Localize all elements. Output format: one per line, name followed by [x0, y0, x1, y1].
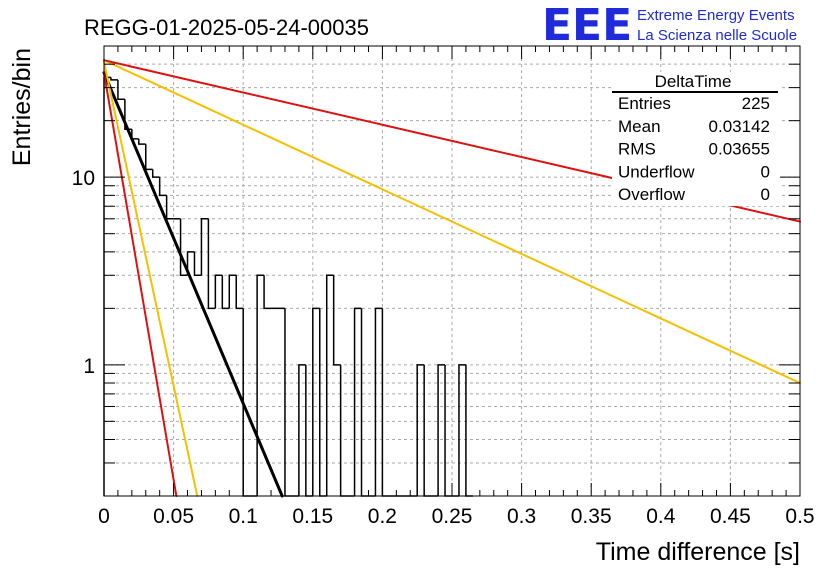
stats-value: 0 — [761, 185, 770, 204]
fit-line — [103, 59, 801, 385]
histogram-bin — [151, 169, 160, 178]
stats-title: DeltaTime — [655, 72, 732, 91]
histogram-bin — [214, 274, 223, 309]
x-tick-label: 0.3 — [507, 505, 536, 528]
x-tick-label: 0.5 — [785, 505, 814, 528]
logo-text: EEE — [542, 0, 632, 51]
x-axis-tick-labels: 0 0.05 0.1 0.15 0.2 0.25 0.3 0.35 0.4 0.45 0.5 — [98, 505, 814, 528]
stats-label: Overflow — [618, 185, 686, 204]
histogram-bin — [117, 79, 125, 101]
fit-line — [103, 61, 199, 497]
stats-box: DeltaTime Entries 225 Mean 0.03142 RMS 0.0365… — [612, 72, 780, 206]
histogram-bin — [200, 218, 209, 276]
stats-box-background — [612, 72, 780, 206]
stats-value: 0 — [761, 162, 770, 181]
y-axis-ticks — [104, 45, 800, 497]
stats-label: Entries — [618, 94, 671, 113]
fit-line — [103, 71, 178, 497]
histogram-bin — [221, 275, 230, 310]
histogram-bin — [138, 138, 146, 145]
stats-value: 0.03142 — [709, 117, 770, 136]
histogram-bin — [353, 307, 362, 496]
stats-rows: Entries 225 Mean 0.03142 RMS 0.03655 Underflow… — [618, 94, 770, 204]
histogram-bin — [124, 99, 132, 131]
x-axis-title: Time difference [s] — [596, 538, 800, 566]
x-tick-label: 0.25 — [432, 505, 473, 528]
stats-value: 225 — [742, 94, 770, 113]
histogram-bin — [207, 218, 216, 310]
histogram-bin — [312, 307, 320, 496]
stats-label: RMS — [618, 140, 656, 159]
histogram-bin — [374, 307, 383, 496]
histogram-bin — [263, 275, 272, 310]
histogram-bin — [179, 218, 188, 277]
logo-line-2: La Scienza nelle Scuole — [637, 27, 797, 44]
histogram-bin — [110, 77, 118, 81]
x-tick-label: 0.15 — [292, 505, 333, 528]
histogram-bin — [416, 364, 425, 496]
y-tick-label: 10 — [72, 167, 95, 190]
logo-line-1: Extreme Energy Events — [637, 7, 795, 24]
histogram-bin — [325, 274, 334, 496]
y-tick-label: 1 — [83, 355, 95, 378]
histogram-bin — [458, 364, 466, 496]
y-axis-title: Entries/bin — [8, 48, 36, 166]
x-tick-label: 0 — [98, 505, 110, 528]
histogram-bin — [228, 274, 237, 309]
x-tick-label: 0.4 — [646, 505, 676, 528]
stats-value: 0.03655 — [709, 140, 770, 159]
histogram-bin — [158, 177, 167, 197]
histogram-bin — [332, 275, 341, 366]
x-axis-ticks — [103, 46, 801, 496]
x-tick-label: 0.45 — [710, 505, 751, 528]
histogram-bin — [437, 364, 446, 496]
histogram-bin — [193, 251, 202, 277]
histogram-bin — [298, 364, 306, 496]
fit-line — [102, 71, 284, 498]
eee-logo: EEE Extreme Energy Events La Scienza nel… — [542, 0, 797, 51]
stats-label: Mean — [618, 117, 661, 136]
histogram-bin — [256, 274, 265, 496]
x-tick-label: 0.35 — [571, 505, 612, 528]
x-tick-label: 0.2 — [368, 505, 397, 528]
histogram-bin — [235, 275, 244, 310]
y-axis-tick-labels: 1 10 — [72, 167, 95, 378]
x-tick-label: 0.1 — [229, 505, 258, 528]
stats-label: Underflow — [618, 162, 695, 181]
x-tick-label: 0.05 — [153, 505, 194, 528]
chart-title: REGG-01-2025-05-24-00035 — [84, 15, 369, 40]
